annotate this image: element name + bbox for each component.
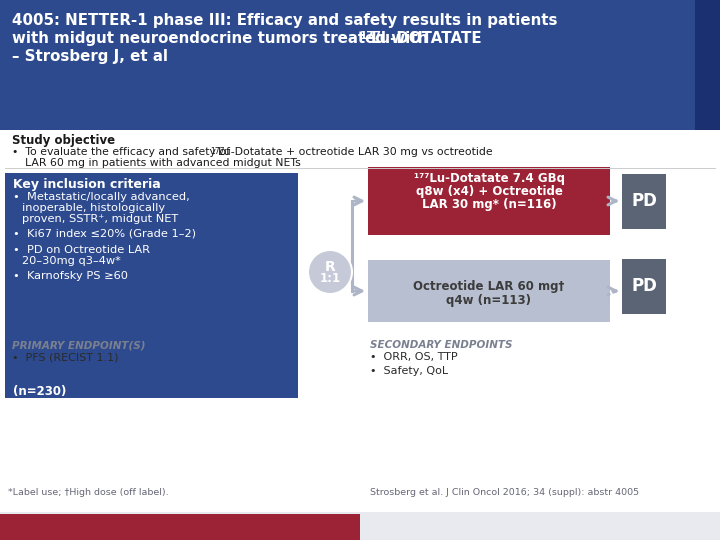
Text: with midgut neuroendocrine tumors treated with: with midgut neuroendocrine tumors treate… [12,31,433,46]
Text: LAR 60 mg in patients with advanced midgut NETs: LAR 60 mg in patients with advanced midg… [25,158,301,168]
Text: inoperable, histologically: inoperable, histologically [22,203,165,213]
Bar [0,0,695,130]
Text: •  PD on Octreotide LAR: • PD on Octreotide LAR [13,245,150,255]
Text: •  ORR, OS, TTP: • ORR, OS, TTP [370,352,458,362]
Text: Lu-DOTATATE: Lu-DOTATATE [371,31,482,46]
Text: 1:1: 1:1 [320,273,341,286]
Text: •  Safety, QoL: • Safety, QoL [370,366,448,376]
Bar [0,130,720,512]
Bar [0,514,360,540]
Text: Strosberg et al. J Clin Oncol 2016; 34 (suppl): abstr 4005: Strosberg et al. J Clin Oncol 2016; 34 (… [370,488,639,497]
Circle shape [308,250,352,294]
Text: •  To evaluate the efficacy and safety of: • To evaluate the efficacy and safety of [12,147,233,157]
Text: Lu-Dotatate + octreotide LAR 30 mg vs octreotide: Lu-Dotatate + octreotide LAR 30 mg vs oc… [218,147,492,157]
Text: 177: 177 [210,147,225,156]
Text: •  PFS (RECIST 1.1): • PFS (RECIST 1.1) [12,352,119,362]
Text: Octreotide LAR 60 mg†: Octreotide LAR 60 mg† [413,280,564,293]
Bar [5,173,298,398]
Bar [695,0,720,130]
Text: *Label use; †High dose (off label).: *Label use; †High dose (off label). [8,488,168,497]
Text: 177: 177 [360,31,382,41]
Text: q4w (n=113): q4w (n=113) [446,294,531,307]
Bar [622,173,666,228]
Text: ¹⁷⁷Lu-Dotatate 7.4 GBq: ¹⁷⁷Lu-Dotatate 7.4 GBq [413,172,564,185]
Text: Key inclusion criteria: Key inclusion criteria [13,178,161,191]
Text: R: R [325,260,336,274]
Bar [622,259,666,314]
Text: 20–30mg q3–4w*: 20–30mg q3–4w* [22,256,121,266]
Text: SECONDARY ENDPOINTS: SECONDARY ENDPOINTS [370,340,513,350]
Text: PD: PD [631,192,657,210]
Text: PRIMARY ENDPOINT(S): PRIMARY ENDPOINT(S) [12,340,145,350]
Text: proven, SSTR⁺, midgut NET: proven, SSTR⁺, midgut NET [22,214,179,224]
Text: Study objective: Study objective [12,134,115,147]
Text: •  Karnofsky PS ≥60: • Karnofsky PS ≥60 [13,271,128,281]
Text: q8w (x4) + Octreotide: q8w (x4) + Octreotide [415,185,562,198]
Bar [368,167,610,235]
Text: – Strosberg J, et al: – Strosberg J, et al [12,49,168,64]
Text: 4005: NETTER-1 phase III: Efficacy and safety results in patients: 4005: NETTER-1 phase III: Efficacy and s… [12,13,557,28]
Text: •  Metastatic/locally advanced,: • Metastatic/locally advanced, [13,192,190,202]
Text: LAR 30 mg* (n=116): LAR 30 mg* (n=116) [422,198,557,211]
Text: (n=230): (n=230) [13,385,66,398]
Bar [368,260,610,322]
Text: •  Ki67 index ≤20% (Grade 1–2): • Ki67 index ≤20% (Grade 1–2) [13,229,196,239]
Text: PD: PD [631,277,657,295]
